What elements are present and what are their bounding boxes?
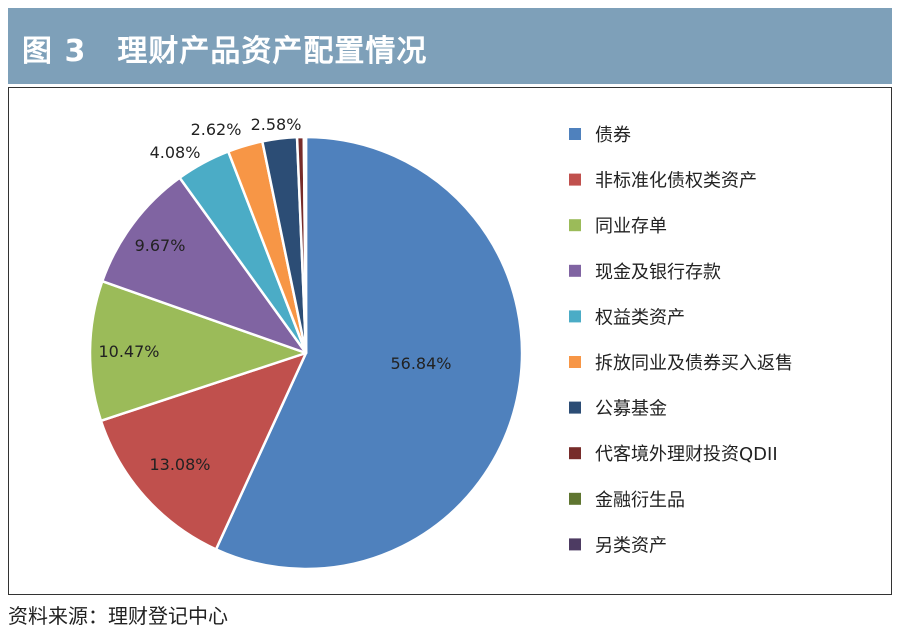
- legend-swatch: [569, 128, 581, 140]
- legend-swatch: [569, 356, 581, 368]
- legend-swatch: [569, 401, 581, 414]
- legend-label: 债券: [595, 125, 631, 146]
- slice-data-label: 2.58%: [251, 115, 302, 134]
- legend-swatch: [569, 173, 581, 186]
- legend-swatch: [569, 219, 581, 232]
- pie-slice: [214, 135, 524, 571]
- slice-data-label: 10.47%: [98, 342, 159, 361]
- legend-label: 现金及银行存款: [595, 262, 721, 283]
- pie-slice: [99, 351, 308, 551]
- legend-swatch: [569, 538, 581, 551]
- pie-slice: [88, 279, 308, 423]
- legend-swatch: [569, 492, 581, 505]
- slice-data-label: 13.08%: [149, 455, 210, 474]
- chart-title: 图 3 理财产品资产配置情况: [22, 34, 428, 69]
- legend-swatch: [569, 310, 581, 323]
- source-note: 资料来源：理财登记中心: [8, 604, 228, 628]
- legend-label: 拆放同业及债券买入返售: [595, 353, 793, 374]
- slice-data-label: 56.84%: [390, 354, 451, 373]
- chart-header: 图 3 理财产品资产配置情况: [8, 8, 892, 84]
- legend-swatch: [569, 264, 581, 277]
- legend-label: 权益类资产: [595, 307, 685, 328]
- legend-label: 代客境外理财投资QDII: [595, 444, 778, 465]
- pie-slice: [303, 135, 308, 355]
- slice-data-label: 2.62%: [191, 120, 242, 139]
- legend-label: 同业存单: [595, 216, 667, 237]
- legend-label: 非标准化债权类资产: [595, 171, 757, 192]
- pie-slice: [101, 176, 308, 355]
- slice-data-label: 4.08%: [150, 143, 201, 162]
- pie-chart: 56.84% 13.08% 10.47% 9.67% 4.08% 2.62% 2.58% 债…: [88, 115, 793, 571]
- legend-label: 公募基金: [595, 399, 667, 420]
- chart-frame: 56.84% 13.08% 10.47% 9.67% 4.08% 2.62% 2.58% 债…: [8, 87, 892, 595]
- legend-label: 另类资产: [595, 535, 667, 556]
- legend-label: 金融衍生品: [595, 490, 685, 511]
- slice-data-label: 9.67%: [135, 236, 186, 255]
- legend-swatch: [569, 447, 581, 460]
